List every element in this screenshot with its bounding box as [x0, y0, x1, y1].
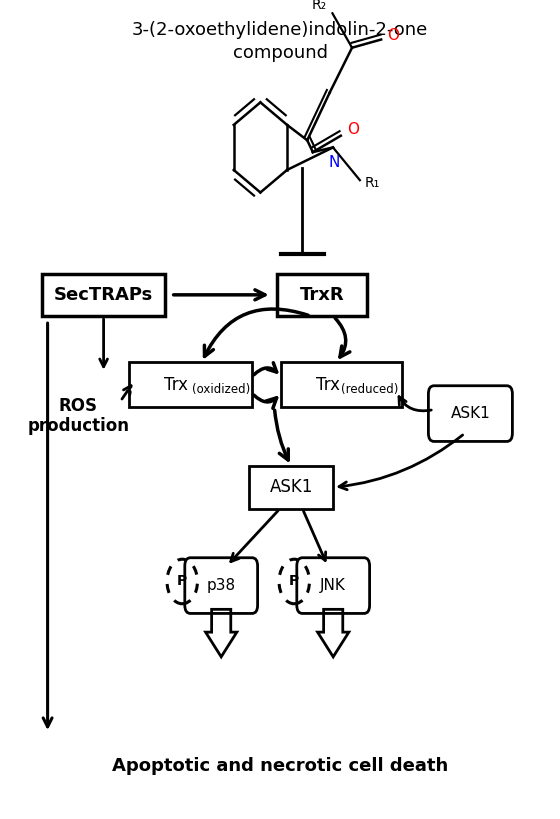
Text: JNK: JNK — [320, 578, 346, 593]
Text: SecTRAPs: SecTRAPs — [54, 286, 153, 304]
Text: O: O — [388, 28, 399, 43]
FancyBboxPatch shape — [185, 558, 258, 613]
FancyBboxPatch shape — [249, 466, 333, 509]
FancyBboxPatch shape — [297, 558, 370, 613]
Text: N: N — [329, 155, 340, 170]
Text: P: P — [289, 574, 300, 589]
FancyBboxPatch shape — [281, 362, 402, 407]
Text: (oxidized): (oxidized) — [192, 383, 250, 396]
Text: R₁: R₁ — [365, 176, 380, 191]
Text: ASK1: ASK1 — [451, 406, 490, 421]
Text: ASK1: ASK1 — [269, 478, 313, 496]
Text: 3-(2-oxoethylidene)indolin-2-one: 3-(2-oxoethylidene)indolin-2-one — [132, 21, 428, 39]
Text: O: O — [347, 122, 359, 137]
FancyBboxPatch shape — [428, 386, 512, 441]
Text: Apoptotic and necrotic cell death: Apoptotic and necrotic cell death — [112, 757, 448, 775]
FancyBboxPatch shape — [277, 274, 367, 316]
FancyBboxPatch shape — [42, 274, 165, 316]
Text: Trx: Trx — [165, 376, 188, 394]
Text: p38: p38 — [207, 578, 236, 593]
Text: (reduced): (reduced) — [341, 383, 398, 396]
FancyBboxPatch shape — [129, 362, 252, 407]
Text: Trx: Trx — [316, 376, 339, 394]
Text: R₂: R₂ — [311, 0, 326, 12]
Text: P: P — [177, 574, 188, 589]
Text: TrxR: TrxR — [300, 286, 344, 304]
Text: ROS
production: ROS production — [27, 396, 129, 436]
Text: compound: compound — [232, 44, 328, 62]
